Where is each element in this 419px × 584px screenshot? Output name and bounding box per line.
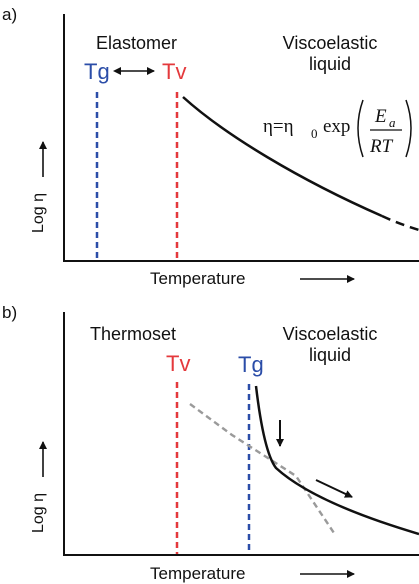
panel-a-viscosity-curve — [182, 96, 383, 218]
equation-left-paren — [357, 99, 364, 158]
equation-denominator: RT — [369, 136, 394, 157]
arrhenius-equation: η=η 0 exp E a RT — [263, 99, 412, 158]
panel-b-region-left: Thermoset — [90, 324, 176, 344]
panel-a-viscosity-curve-extension — [381, 214, 419, 232]
panel-a-label: a) — [2, 5, 17, 24]
equation-right-paren — [405, 99, 412, 158]
panel-b-region-right-line2: liquid — [309, 345, 351, 365]
panel-a-x-axis-label: Temperature — [150, 269, 245, 288]
equation-lhs-subscript: 0 — [311, 126, 318, 141]
panel-b-x-axis-label: Temperature — [150, 564, 245, 583]
panel-a-region-right-line2: liquid — [309, 54, 351, 74]
panel-b-right-down-arrow — [315, 479, 353, 498]
panel-a-tg-label: Tg — [84, 59, 110, 84]
panel-a: a) Log η Temperature Elastomer Viscoelas… — [2, 5, 419, 288]
equation-numerator: E — [374, 106, 387, 127]
equation-lhs: η=η — [263, 116, 294, 137]
panel-b-label: b) — [2, 303, 17, 322]
panel-b-viscosity-curve — [254, 385, 419, 536]
panel-a-tv-label: Tv — [162, 59, 186, 84]
panel-b-y-axis-label: Log η — [30, 493, 47, 533]
panel-b-tv-label: Tv — [166, 351, 190, 376]
panel-b-region-right-line1: Viscoelastic — [283, 324, 378, 344]
panel-a-region-left: Elastomer — [96, 33, 177, 53]
panel-a-region-right-line1: Viscoelastic — [283, 33, 378, 53]
panel-a-y-axis-label: Log η — [30, 193, 47, 233]
panel-b: b) Log η Temperature Thermoset Viscoelas… — [2, 303, 419, 583]
panel-b-tg-label: Tg — [238, 352, 264, 377]
equation-exp: exp — [323, 116, 350, 137]
equation-numerator-subscript: a — [389, 115, 396, 130]
panel-b-gray-dashed-line — [189, 403, 335, 534]
